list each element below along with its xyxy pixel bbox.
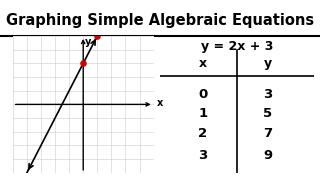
- Text: Graphing Simple Algebraic Equations: Graphing Simple Algebraic Equations: [6, 13, 314, 28]
- Point: [95, 35, 100, 37]
- Text: 0: 0: [198, 88, 208, 101]
- Text: y = 2x + 3: y = 2x + 3: [201, 40, 273, 53]
- Text: 9: 9: [263, 148, 272, 161]
- Text: y: y: [85, 37, 91, 47]
- Text: y: y: [263, 57, 272, 70]
- Text: 3: 3: [198, 148, 208, 161]
- Text: 3: 3: [263, 88, 272, 101]
- Text: x: x: [156, 98, 163, 108]
- Text: 5: 5: [263, 107, 272, 120]
- Text: 7: 7: [263, 127, 272, 140]
- Point: [81, 62, 86, 65]
- Text: 1: 1: [198, 107, 208, 120]
- Text: 2: 2: [198, 127, 208, 140]
- Point: [109, 7, 114, 10]
- Text: x: x: [199, 57, 207, 70]
